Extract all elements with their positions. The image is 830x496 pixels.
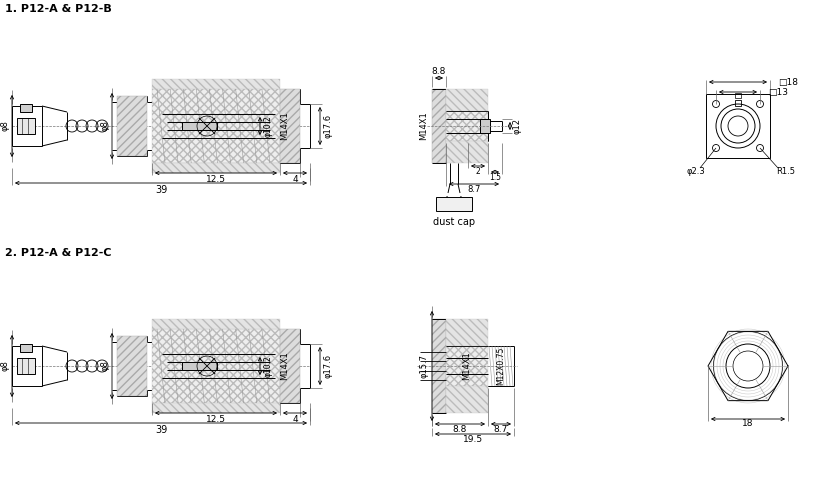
- Text: φ15.7: φ15.7: [419, 354, 428, 378]
- Bar: [117, 336, 147, 396]
- Text: 12.5: 12.5: [206, 415, 226, 424]
- Text: 19.5: 19.5: [463, 435, 483, 444]
- Text: 8.7: 8.7: [467, 185, 481, 193]
- Text: φ10.2: φ10.2: [263, 355, 272, 377]
- Text: φ8: φ8: [1, 361, 9, 372]
- Bar: [446, 346, 488, 386]
- Bar: [152, 163, 280, 173]
- Text: φ12: φ12: [512, 118, 521, 134]
- Text: 1. P12-A & P12-B: 1. P12-A & P12-B: [5, 4, 112, 14]
- Bar: [17, 118, 35, 134]
- Text: φ8: φ8: [1, 121, 9, 131]
- Text: 39: 39: [155, 425, 167, 435]
- Text: M14X1: M14X1: [419, 112, 428, 140]
- Bar: [152, 319, 280, 329]
- Bar: [735, 100, 741, 106]
- Bar: [446, 111, 488, 141]
- Bar: [432, 319, 446, 413]
- Bar: [20, 344, 32, 352]
- Text: 1.5: 1.5: [489, 173, 501, 182]
- Bar: [280, 329, 300, 403]
- Bar: [446, 319, 488, 346]
- Bar: [117, 96, 147, 156]
- Bar: [436, 197, 472, 211]
- Text: φ8: φ8: [100, 121, 110, 131]
- Text: 2: 2: [476, 167, 481, 176]
- Text: 12.5: 12.5: [206, 175, 226, 184]
- Text: φ2.3: φ2.3: [686, 168, 706, 177]
- Text: 2. P12-A & P12-C: 2. P12-A & P12-C: [5, 248, 111, 258]
- Text: 39: 39: [155, 185, 167, 195]
- Text: φ8: φ8: [100, 361, 110, 372]
- Bar: [20, 104, 32, 112]
- Text: M14X1: M14X1: [281, 352, 290, 380]
- Text: 8.8: 8.8: [432, 67, 447, 76]
- Text: φ17.6: φ17.6: [324, 114, 333, 138]
- Bar: [432, 89, 446, 163]
- Bar: [446, 89, 488, 111]
- Text: □13: □13: [768, 87, 788, 97]
- Text: dust cap: dust cap: [433, 217, 475, 227]
- Text: R1.5: R1.5: [777, 168, 795, 177]
- Bar: [152, 89, 280, 163]
- Text: 8.7: 8.7: [494, 426, 508, 434]
- Text: M14X1: M14X1: [462, 352, 471, 380]
- Bar: [446, 386, 488, 413]
- Text: φ17.6: φ17.6: [324, 354, 333, 378]
- Text: 18: 18: [742, 420, 754, 429]
- Bar: [280, 89, 300, 163]
- Bar: [17, 358, 35, 374]
- Bar: [446, 141, 488, 163]
- Text: φ10.2: φ10.2: [263, 115, 272, 137]
- Bar: [706, 94, 770, 158]
- Text: M14X1: M14X1: [281, 112, 290, 140]
- Bar: [182, 122, 217, 130]
- Bar: [152, 329, 280, 403]
- Text: 8.8: 8.8: [453, 426, 467, 434]
- Text: M12X0.75: M12X0.75: [496, 347, 505, 385]
- Bar: [152, 403, 280, 413]
- Text: 4: 4: [292, 415, 298, 424]
- Bar: [182, 362, 217, 370]
- Bar: [480, 119, 490, 133]
- Bar: [735, 93, 741, 98]
- Text: 4: 4: [292, 175, 298, 184]
- Text: □18: □18: [778, 77, 798, 86]
- Bar: [152, 79, 280, 89]
